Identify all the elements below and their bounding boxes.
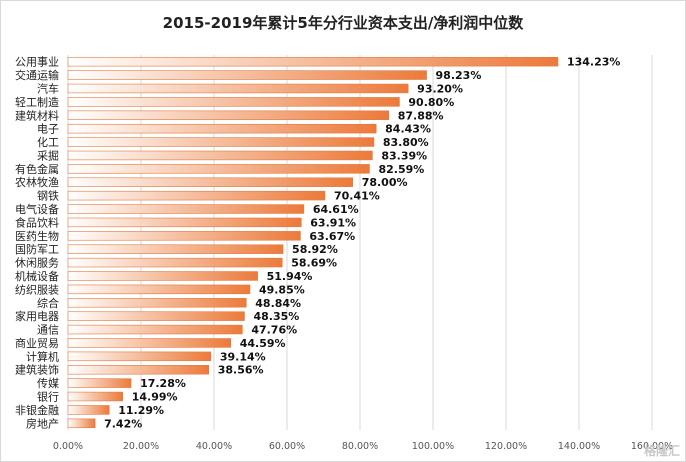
- category-label: 家用电器: [15, 309, 59, 323]
- bar: [67, 137, 375, 147]
- bar: [67, 217, 302, 228]
- bar: [67, 324, 243, 335]
- bar: [67, 83, 409, 94]
- bar: [67, 418, 96, 429]
- data-label: 17.28%: [140, 377, 186, 390]
- bar: [67, 97, 400, 107]
- x-tick-label: 100.00%: [412, 441, 454, 452]
- bar: [67, 284, 251, 295]
- data-label: 48.35%: [253, 310, 299, 323]
- category-label: 汽车: [37, 81, 59, 95]
- bar: [67, 351, 212, 362]
- bar: [67, 244, 284, 254]
- data-label: 83.80%: [383, 136, 429, 149]
- bar: [67, 391, 124, 402]
- category-label: 纺织服装: [15, 282, 59, 296]
- chart-title: 2015-2019年累计5年分行业资本支出/净利润中位数: [162, 14, 524, 32]
- data-label: 58.92%: [292, 243, 338, 256]
- data-label: 7.42%: [104, 417, 142, 430]
- category-label: 交通运输: [15, 68, 59, 82]
- bar: [67, 70, 427, 80]
- watermark-logo: 格隆汇: [643, 444, 680, 458]
- data-label: 82.59%: [378, 163, 424, 176]
- category-label: 商业贸易: [15, 336, 59, 350]
- category-label: 非银金融: [15, 403, 59, 417]
- category-label: 建筑材料: [15, 108, 59, 122]
- data-label: 58.69%: [291, 257, 337, 270]
- bar: [67, 204, 305, 214]
- category-label: 轻工制造: [15, 95, 59, 109]
- data-label: 64.61%: [313, 203, 359, 216]
- category-label: 国防军工: [15, 242, 59, 256]
- x-tick-label: 20.00%: [123, 441, 159, 452]
- category-label: 房地产: [26, 416, 59, 430]
- category-label: 医药生物: [15, 229, 59, 243]
- data-label: 90.80%: [408, 96, 454, 109]
- category-label: 机械设备: [15, 269, 59, 283]
- category-label: 银行: [37, 390, 59, 404]
- x-tick-label: 120.00%: [485, 441, 527, 452]
- category-label: 建筑装饰: [15, 363, 59, 377]
- x-tick-label: 80.00%: [342, 441, 378, 452]
- category-label: 公用事业: [15, 56, 59, 69]
- bar: [67, 190, 326, 201]
- category-label: 综合: [37, 296, 59, 310]
- data-label: 14.99%: [132, 391, 178, 404]
- category-label: 电气设备: [15, 202, 59, 216]
- x-tick-label: 40.00%: [196, 441, 232, 452]
- bar: [67, 56, 559, 67]
- category-label: 采掘: [37, 148, 59, 162]
- data-label: 70.41%: [334, 190, 380, 203]
- x-tick-label: 160.00%: [631, 441, 673, 452]
- bar: [67, 110, 390, 120]
- category-label: 食品饮料: [15, 215, 59, 229]
- category-label: 电子: [37, 123, 59, 136]
- bar: [67, 338, 232, 348]
- bar: [67, 405, 110, 415]
- data-label: 38.56%: [218, 364, 264, 377]
- data-label: 98.23%: [436, 69, 482, 82]
- data-label: 47.76%: [251, 324, 297, 337]
- bar: [67, 257, 283, 268]
- category-label: 计算机: [26, 349, 59, 363]
- bar: [67, 365, 210, 375]
- data-label: 11.29%: [118, 404, 164, 417]
- data-label: 84.43%: [385, 123, 431, 136]
- bars: [67, 56, 559, 429]
- data-label: 87.88%: [398, 109, 444, 122]
- data-label: 83.39%: [381, 149, 427, 162]
- bar: [67, 164, 370, 174]
- bar: [67, 378, 132, 388]
- bar: [67, 311, 245, 321]
- category-label: 化工: [37, 135, 59, 149]
- x-tick-label: 140.00%: [558, 441, 600, 452]
- bar: [67, 150, 373, 161]
- data-label: 63.91%: [310, 216, 356, 229]
- x-tick-label: 0.00%: [53, 441, 83, 452]
- data-label: 48.84%: [255, 297, 301, 310]
- bar: [67, 298, 247, 308]
- labels: 0.00% 20.00% 40.00% 60.00% 80.00% 100.00% 120.…: [15, 56, 673, 452]
- data-label: 134.23%: [567, 56, 620, 69]
- data-label: 93.20%: [417, 82, 463, 95]
- bar: [67, 177, 354, 187]
- data-label: 51.94%: [267, 270, 313, 283]
- bar: [67, 123, 377, 134]
- category-label: 钢铁: [37, 190, 59, 203]
- category-label: 传媒: [37, 377, 59, 390]
- data-label: 44.59%: [240, 337, 286, 350]
- bar: [67, 231, 301, 241]
- x-tick-label: 60.00%: [269, 441, 305, 452]
- category-label: 通信: [37, 324, 59, 337]
- category-label: 休闲服务: [15, 256, 59, 270]
- data-label: 39.14%: [220, 350, 266, 363]
- category-label: 农林牧渔: [15, 175, 59, 189]
- data-label: 63.67%: [309, 230, 355, 243]
- category-label: 有色金属: [15, 162, 59, 176]
- data-label: 78.00%: [362, 176, 408, 189]
- data-label: 49.85%: [259, 283, 305, 296]
- bar: [67, 271, 258, 281]
